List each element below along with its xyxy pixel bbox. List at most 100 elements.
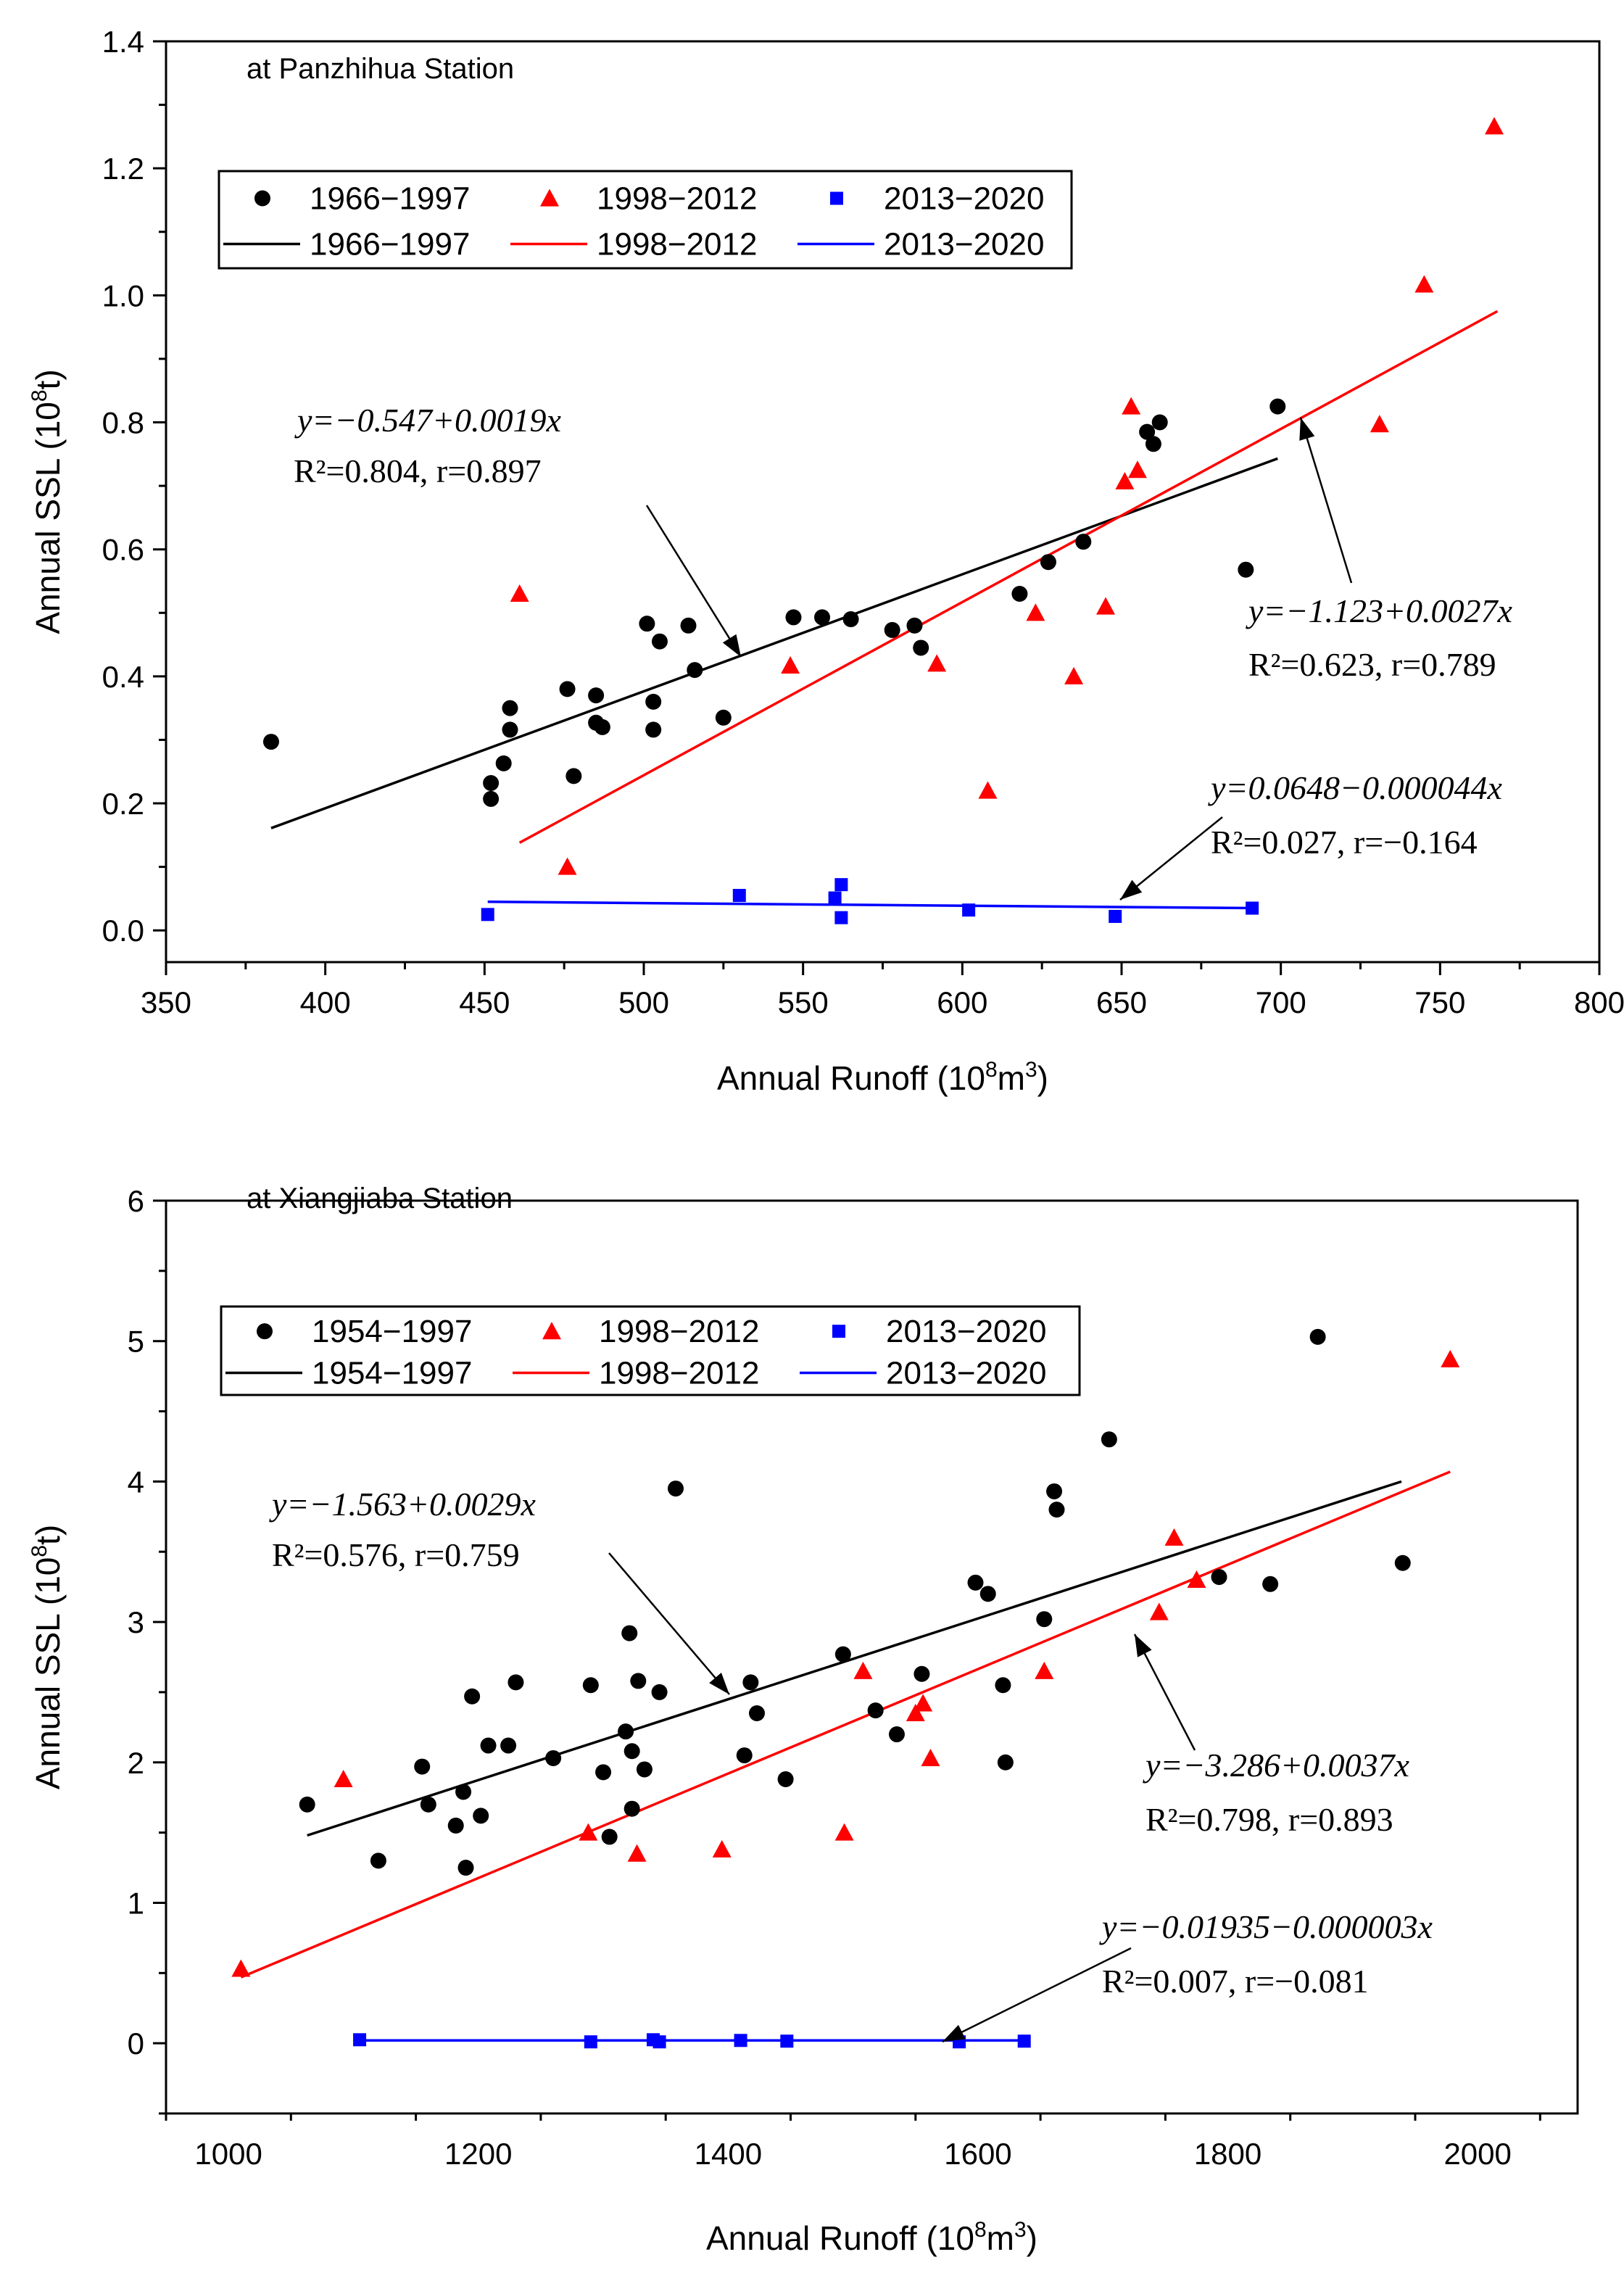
data-point	[1414, 275, 1434, 293]
data-point	[495, 755, 512, 771]
regression-stats: R²=0.007, r=−0.081	[1102, 1963, 1369, 2000]
y-tick-label: 0.6	[102, 533, 144, 567]
data-point	[420, 1796, 436, 1813]
legend-label: 2013−2020	[886, 1314, 1046, 1349]
data-point	[732, 889, 746, 903]
fit-line-triangle	[240, 1470, 1451, 1979]
data-point	[621, 1625, 638, 1641]
data-point	[777, 1771, 794, 1788]
x-tick-label: 1200	[444, 2137, 512, 2171]
data-point	[630, 1673, 647, 1689]
data-point	[457, 1860, 474, 1876]
data-point	[1064, 666, 1084, 684]
data-point	[652, 2035, 666, 2049]
data-point	[734, 2034, 747, 2047]
y-tick-label: 5	[128, 1325, 144, 1359]
y-axis-label-sup: 8	[28, 389, 51, 402]
x-axis-label-unit: m	[998, 1059, 1025, 1097]
data-point	[370, 1852, 386, 1869]
legend-marker	[254, 190, 270, 207]
data-point	[455, 1784, 472, 1800]
data-point	[667, 1481, 684, 1497]
data-point	[1127, 460, 1147, 479]
y-tick-label: 0.0	[102, 914, 144, 948]
data-point	[1122, 397, 1141, 415]
data-point	[995, 1677, 1011, 1694]
x-axis-label-unit-sup: 3	[1014, 2218, 1027, 2242]
data-point	[1048, 1502, 1065, 1518]
data-point	[480, 1737, 497, 1754]
x-tick-label: 400	[300, 985, 351, 1019]
y-tick-label: 1	[128, 1886, 144, 1920]
series-square-points	[353, 2033, 1031, 2049]
data-point	[978, 781, 998, 799]
annotation-arrow	[1299, 417, 1353, 584]
x-tick-label: 450	[459, 985, 510, 1019]
regression-stats: R²=0.027, r=−0.164	[1211, 824, 1478, 861]
data-point	[979, 1586, 996, 1602]
data-point	[508, 1674, 524, 1691]
data-point	[834, 1646, 851, 1662]
x-axis-label-text: Annual Runoff (10	[706, 2219, 974, 2257]
y-tick-label: 0.2	[102, 787, 144, 821]
y-axis-label: Annual SSL (108t)	[28, 1525, 67, 1789]
x-tick-label: 1800	[1194, 2137, 1262, 2171]
data-point	[1046, 1483, 1063, 1499]
arrow-head	[1120, 879, 1143, 900]
x-axis-label: Annual Runoff (108m3)	[706, 2218, 1037, 2257]
data-point	[624, 1743, 640, 1760]
y-axis-label-unit: t)	[29, 1525, 67, 1545]
data-point	[1017, 2034, 1031, 2048]
series-square-points	[481, 878, 1259, 924]
data-point	[559, 681, 576, 697]
annotation-arrow	[1119, 816, 1223, 900]
data-point	[1262, 1575, 1279, 1592]
annotation-arrow	[645, 505, 742, 658]
y-tick-label: 4	[128, 1465, 144, 1499]
fit-line-circle	[307, 1480, 1402, 1837]
data-point	[1101, 1431, 1117, 1448]
legend-label: 1966−1997	[310, 181, 470, 217]
x-axis-label-unit: m	[987, 2219, 1014, 2257]
data-point	[545, 1750, 562, 1766]
data-point	[502, 700, 518, 716]
plot-frame	[165, 1199, 1579, 2115]
arrow-shaft	[1119, 816, 1223, 900]
legend-marker	[257, 1323, 273, 1340]
legend-label: 2013−2020	[884, 227, 1044, 262]
regression-stats: R²=0.804, r=0.897	[294, 452, 542, 489]
regression-annotation: y=−1.563+0.0029x R²=0.576, r=0.759	[269, 1486, 730, 1695]
data-point	[579, 1823, 598, 1841]
data-point	[1187, 1570, 1206, 1589]
data-point	[1036, 1611, 1053, 1628]
data-point	[1164, 1528, 1184, 1546]
data-point	[627, 1844, 647, 1862]
data-point	[884, 621, 900, 638]
legend-label: 2013−2020	[886, 1356, 1046, 1391]
fit-lines	[240, 1470, 1451, 2042]
panzhihua-chart: 350 400 450 500 550 600 650 700 750 8000.00.20.40…	[28, 25, 1624, 1097]
y-axis-label-text: Annual SSL (10	[29, 1557, 67, 1790]
data-point	[834, 878, 848, 892]
data-point	[842, 611, 859, 628]
legend-label: 1966−1997	[310, 227, 470, 262]
data-point	[481, 908, 494, 922]
y-tick-label: 0	[128, 2026, 144, 2061]
fit-line-triangle	[518, 310, 1499, 844]
data-point	[1370, 415, 1389, 433]
station-label: at Xiangjiaba Station	[246, 1183, 513, 1214]
data-point	[1309, 1328, 1326, 1345]
regression-equation: y=0.0648−0.000044x	[1208, 769, 1502, 806]
data-point	[914, 1694, 933, 1712]
x-tick-label: 800	[1574, 985, 1624, 1019]
data-point	[334, 1770, 353, 1788]
regression-equation: y=−0.01935−0.000003x	[1099, 1908, 1433, 1945]
data-point	[1238, 561, 1254, 578]
legend-label: 2013−2020	[884, 181, 1044, 217]
y-tick-label: 2	[128, 1746, 144, 1780]
y-axis-label-unit: t)	[29, 369, 67, 389]
regression-annotation: y=−3.286+0.0037x R²=0.798, r=0.893	[1133, 1633, 1410, 1838]
legend-marker	[540, 189, 559, 207]
data-point	[618, 1723, 634, 1740]
data-point	[483, 775, 500, 792]
